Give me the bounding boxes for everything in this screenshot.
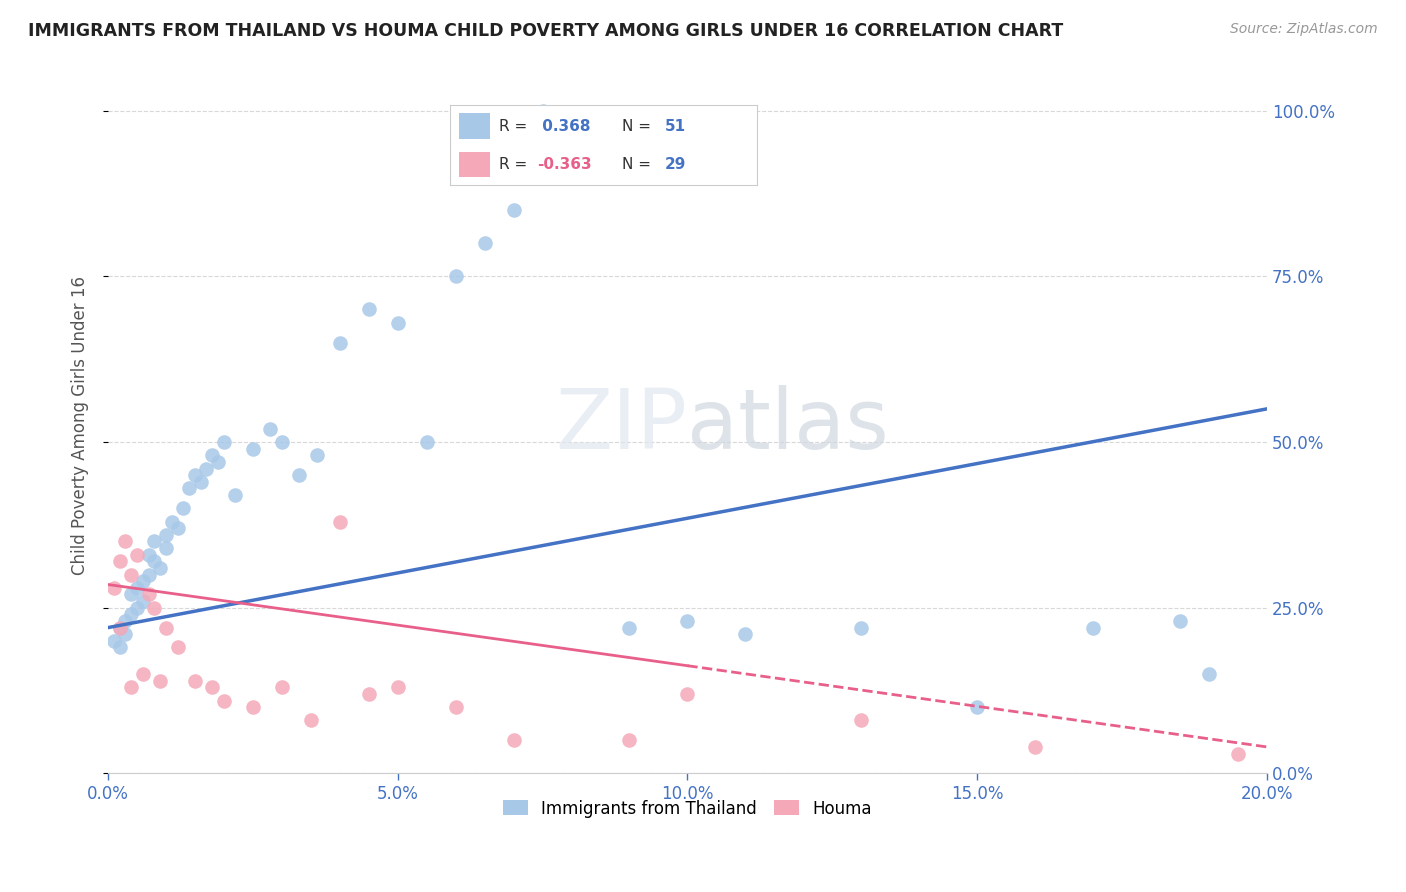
Point	[179, 482, 201, 496]
Y-axis label: Child Poverty Among Girls Under 16: Child Poverty Among Girls Under 16	[72, 276, 89, 575]
Point	[143, 534, 166, 549]
Point	[166, 640, 188, 655]
Point	[270, 435, 292, 450]
Point	[114, 627, 136, 641]
Point	[207, 455, 229, 469]
Point	[103, 633, 125, 648]
Text: Source: ZipAtlas.com: Source: ZipAtlas.com	[1230, 22, 1378, 37]
Point	[149, 561, 172, 575]
Point	[201, 680, 224, 694]
Point	[149, 673, 172, 688]
Point	[444, 269, 467, 284]
Point	[184, 468, 207, 483]
Point	[299, 714, 322, 728]
Point	[357, 302, 380, 317]
Point	[224, 488, 246, 502]
Point	[851, 714, 873, 728]
Point	[242, 442, 264, 456]
Point	[138, 548, 160, 562]
Point	[120, 680, 142, 694]
Point	[125, 581, 148, 595]
Point	[305, 448, 328, 462]
Point	[125, 548, 148, 562]
Point	[734, 627, 756, 641]
Point	[138, 587, 160, 601]
Point	[502, 202, 524, 217]
Point	[172, 501, 194, 516]
Point	[120, 587, 142, 601]
Point	[184, 673, 207, 688]
Point	[619, 621, 641, 635]
Legend: Immigrants from Thailand, Houma: Immigrants from Thailand, Houma	[496, 793, 879, 824]
Point	[387, 680, 409, 694]
Point	[103, 581, 125, 595]
Text: atlas: atlas	[688, 385, 889, 466]
Point	[108, 621, 131, 635]
Point	[212, 693, 235, 707]
Point	[329, 515, 352, 529]
Text: ZIP: ZIP	[555, 385, 688, 466]
Point	[155, 621, 177, 635]
Point	[1226, 747, 1249, 761]
Point	[132, 667, 155, 681]
Point	[502, 733, 524, 747]
Point	[143, 554, 166, 568]
Text: IMMIGRANTS FROM THAILAND VS HOUMA CHILD POVERTY AMONG GIRLS UNDER 16 CORRELATION: IMMIGRANTS FROM THAILAND VS HOUMA CHILD …	[28, 22, 1063, 40]
Point	[201, 448, 224, 462]
Point	[155, 528, 177, 542]
Point	[851, 621, 873, 635]
Point	[474, 236, 496, 251]
Point	[125, 600, 148, 615]
Point	[160, 515, 183, 529]
Point	[387, 316, 409, 330]
Point	[108, 554, 131, 568]
Point	[288, 468, 311, 483]
Point	[357, 687, 380, 701]
Point	[415, 435, 437, 450]
Point	[676, 614, 699, 628]
Point	[619, 733, 641, 747]
Point	[676, 687, 699, 701]
Point	[1024, 739, 1046, 754]
Point	[155, 541, 177, 555]
Point	[212, 435, 235, 450]
Point	[132, 574, 155, 589]
Point	[114, 614, 136, 628]
Point	[114, 534, 136, 549]
Point	[120, 567, 142, 582]
Point	[531, 103, 554, 118]
Point	[195, 461, 218, 475]
Point	[561, 169, 583, 184]
Point	[108, 640, 131, 655]
Point	[143, 600, 166, 615]
Point	[132, 594, 155, 608]
Point	[138, 567, 160, 582]
Point	[444, 700, 467, 714]
Point	[1081, 621, 1104, 635]
Point	[242, 700, 264, 714]
Point	[1168, 614, 1191, 628]
Point	[329, 335, 352, 350]
Point	[120, 607, 142, 622]
Point	[259, 422, 281, 436]
Point	[1198, 667, 1220, 681]
Point	[190, 475, 212, 489]
Point	[270, 680, 292, 694]
Point	[166, 521, 188, 535]
Point	[108, 621, 131, 635]
Point	[966, 700, 988, 714]
